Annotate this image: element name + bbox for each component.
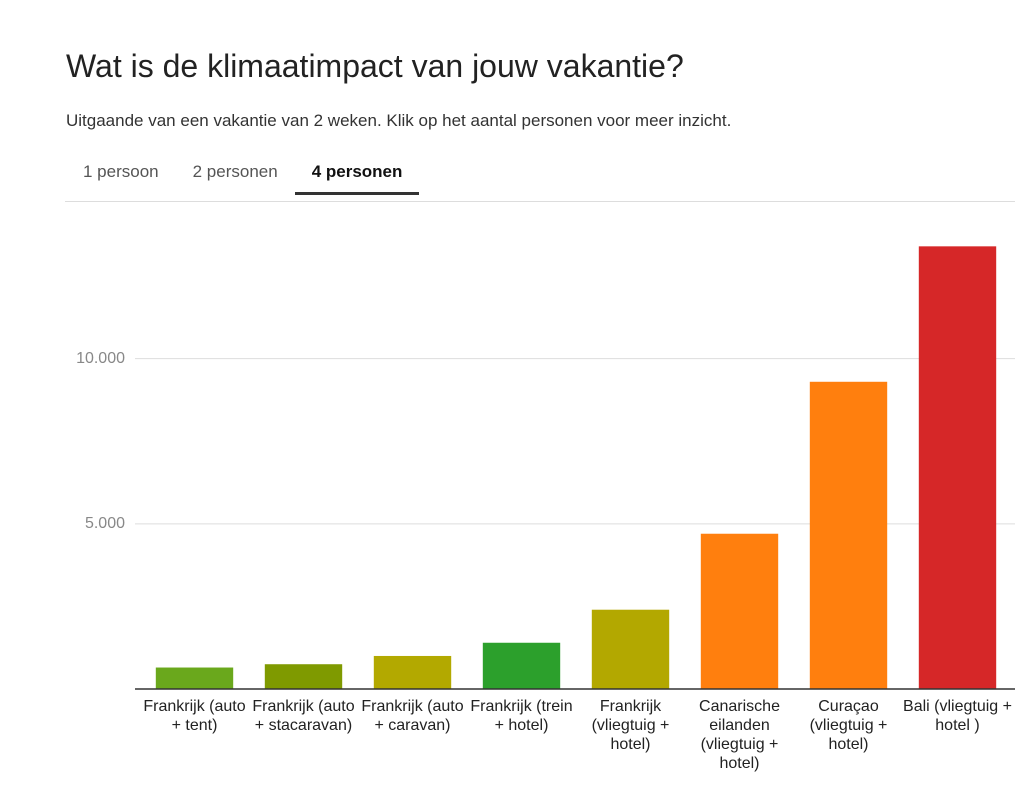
x-tick-label: Curaçao (vliegtuig + hotel) — [809, 698, 888, 753]
bar — [591, 609, 670, 689]
x-tick-label: Frankrijk (auto + stacaravan) — [252, 698, 355, 734]
bar — [700, 533, 779, 689]
x-tick-label: Frankrijk (vliegtuig + hotel) — [591, 698, 670, 753]
bar — [373, 655, 452, 689]
bar — [155, 667, 234, 689]
x-tick-label: Frankrijk (auto + tent) — [143, 698, 246, 734]
y-tick-label: 5.000 — [85, 515, 125, 532]
bar — [482, 642, 561, 689]
bar — [809, 381, 888, 689]
page-subtitle: Uitgaande van een vakantie van 2 weken. … — [66, 111, 732, 130]
bar — [918, 246, 997, 689]
bar — [264, 664, 343, 689]
tab[interactable]: 1 persoon — [83, 162, 159, 181]
x-tick-label: Frankrijk (auto + caravan) — [361, 698, 464, 734]
x-tick-label: Canarische eilanden (vliegtuig + hotel) — [699, 698, 780, 772]
y-tick-label: 10.000 — [76, 350, 125, 367]
x-tick-label: Frankrijk (trein + hotel) — [470, 698, 573, 734]
page-title: Wat is de klimaatimpact van jouw vakanti… — [66, 48, 684, 84]
tab[interactable]: 4 personen — [294, 162, 420, 195]
divider — [65, 201, 1015, 202]
tab-bar: 1 persoon 2 personen 4 personen — [66, 162, 420, 195]
x-tick-label: Bali (vliegtuig + hotel ) — [903, 698, 1012, 734]
tab[interactable]: 2 personen — [192, 162, 278, 181]
